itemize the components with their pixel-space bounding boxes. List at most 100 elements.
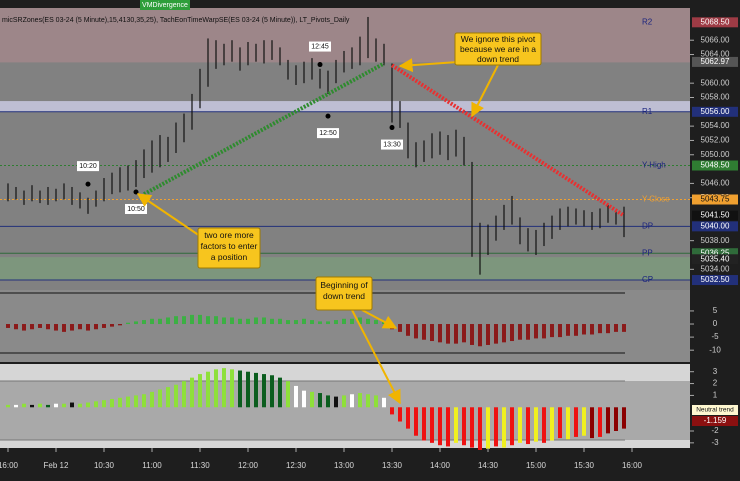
histogram-bar: [134, 321, 138, 325]
histogram-bar: [142, 320, 146, 325]
level-box: [692, 221, 738, 232]
y-tick-label: 5054.00: [701, 121, 730, 130]
histogram-bar: [206, 371, 210, 408]
histogram-bar: [558, 324, 562, 338]
level-name: DP: [642, 221, 653, 230]
y-tick-label: 5046.00: [701, 179, 730, 188]
x-tick-label: 11:00: [142, 461, 162, 470]
histogram-bar: [62, 403, 66, 408]
histogram-bar: [430, 324, 434, 342]
histogram-bar: [102, 400, 106, 408]
histogram-bar: [198, 374, 202, 408]
histogram-bar: [614, 324, 618, 332]
level-name: R1: [642, 107, 653, 116]
histogram-bar: [318, 393, 322, 408]
y-tick-label: -3: [711, 438, 719, 447]
arrow: [351, 309, 401, 405]
arrow: [471, 64, 499, 118]
indicator-tag-bg[interactable]: [140, 0, 190, 10]
histogram-bar: [534, 407, 538, 442]
histogram-bar: [78, 324, 82, 330]
histogram-bar: [390, 407, 394, 415]
histogram-bar: [574, 407, 578, 437]
x-tick-label: 14:30: [478, 461, 499, 470]
histogram-bar: [270, 375, 274, 408]
level-name: CP: [642, 275, 653, 284]
pivot-label-bg: [381, 139, 403, 150]
histogram-bar: [246, 371, 250, 408]
histogram-bar: [422, 407, 426, 441]
histogram-bar: [46, 324, 50, 330]
indicator-tag[interactable]: VMDivergence: [142, 2, 188, 9]
histogram-bar: [238, 370, 242, 408]
histogram-bar: [270, 318, 274, 325]
histogram-bar: [422, 324, 426, 340]
histogram-bar: [446, 324, 450, 344]
histogram-bar: [542, 324, 546, 339]
histogram-bar: [166, 387, 170, 408]
histogram-bar: [22, 403, 26, 408]
histogram-bar: [438, 407, 442, 446]
histogram-bar: [518, 407, 522, 443]
y-tick-label: -2: [711, 426, 719, 435]
level-box: [692, 194, 738, 205]
histogram-bar: [582, 407, 586, 436]
pivot-dot: [85, 181, 91, 187]
trend-line: [143, 61, 385, 196]
x-tick-label: 15:00: [526, 461, 547, 470]
y-tick-label: 0: [713, 319, 718, 328]
pivot-label: 10:20: [79, 163, 97, 170]
x-tick-label: 16:00: [622, 461, 643, 470]
histogram-bar: [110, 324, 114, 327]
trend-line: [390, 63, 626, 218]
histogram-bar: [374, 395, 378, 408]
histogram-bar: [62, 324, 66, 332]
histogram-bar: [462, 407, 466, 446]
histogram-bar: [22, 324, 26, 331]
pivot-label: 12:45: [311, 43, 329, 50]
histogram-bar: [262, 374, 266, 408]
histogram-bar: [622, 407, 626, 429]
y-tick-label: 5058.00: [701, 93, 730, 102]
histogram-bar: [38, 324, 42, 328]
histogram-bar: [342, 395, 346, 408]
y-tick-label: 5052.00: [701, 136, 730, 145]
histogram-bar: [254, 317, 258, 325]
histogram-bar: [550, 324, 554, 338]
histogram-bar: [214, 316, 218, 325]
annotation: two ore more factors to enter a position: [200, 230, 258, 262]
histogram-bar: [438, 324, 442, 343]
histogram-bar: [182, 316, 186, 325]
pivot-label: 13:30: [383, 141, 401, 148]
level-box: [692, 210, 738, 221]
level-name: PP: [642, 248, 653, 257]
y-tick-label: -10: [709, 345, 721, 354]
histogram-bar: [534, 324, 538, 339]
histogram-bar: [214, 369, 218, 408]
histogram-bar: [374, 320, 378, 325]
histogram-bar: [502, 324, 506, 343]
pivot-label-bg: [125, 203, 147, 214]
level-box: [692, 17, 738, 28]
histogram-bar: [158, 318, 162, 325]
histogram-bar: [102, 324, 106, 328]
zone: [0, 101, 690, 112]
x-tick-label: 16:00: [0, 461, 19, 470]
histogram-bar: [198, 314, 202, 325]
pivot-dot: [389, 125, 395, 131]
callout-text: two ore more factors to enter a position: [200, 230, 258, 262]
histogram-bar: [286, 320, 290, 325]
histogram-bar: [174, 316, 178, 325]
histogram-bar: [558, 407, 562, 439]
level-label: 5068.50: [701, 17, 730, 26]
level-label: 5043.75: [701, 195, 730, 204]
histogram-bar: [206, 316, 210, 325]
histogram-bar: [622, 324, 626, 332]
level-box: [692, 275, 738, 286]
level-label: 5032.50: [701, 275, 730, 284]
y-tick-label: 5038.00: [701, 236, 730, 245]
histogram-bar: [70, 402, 74, 408]
histogram-bar: [454, 324, 458, 344]
level-label: 5035.40: [701, 254, 730, 263]
